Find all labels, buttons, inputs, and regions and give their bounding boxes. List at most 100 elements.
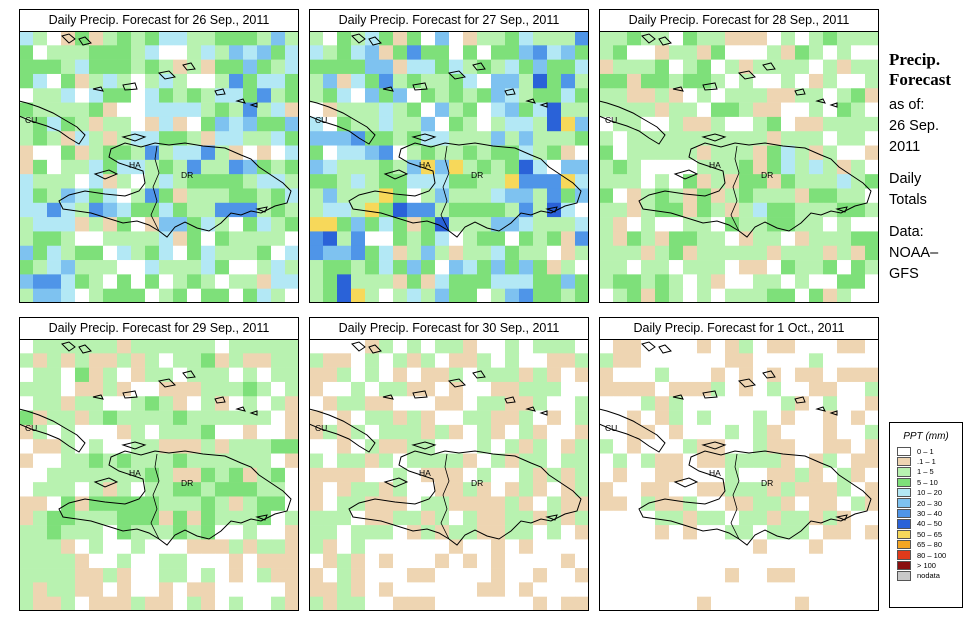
precip-cell — [393, 467, 408, 483]
precip-cell — [365, 568, 380, 583]
island-outline — [382, 86, 394, 92]
precip-cell — [463, 45, 478, 60]
precip-cell — [215, 353, 230, 368]
precip-cell — [505, 582, 520, 597]
precip-cell — [533, 568, 548, 583]
precip-cell — [561, 467, 576, 483]
precip-cell — [477, 102, 492, 118]
precip-cell — [865, 339, 879, 354]
precip-cell — [89, 145, 104, 161]
precip-cell — [795, 73, 810, 89]
precip-cell — [89, 260, 104, 275]
precip-cell — [61, 381, 76, 397]
precip-cell — [505, 381, 520, 397]
precip-cell — [365, 231, 380, 247]
precip-cell — [655, 353, 670, 368]
precip-cell — [669, 59, 684, 75]
precip-cell — [449, 73, 464, 89]
precip-cell — [117, 217, 132, 232]
precip-cell — [561, 339, 576, 354]
precip-cell — [767, 274, 782, 289]
precip-cell — [103, 424, 118, 440]
precip-cell — [435, 145, 450, 161]
precip-cell — [131, 102, 146, 118]
precip-cell — [351, 88, 366, 103]
haiti-dr-border — [150, 453, 160, 540]
precip-cell — [795, 467, 810, 483]
precip-cell — [103, 217, 118, 232]
precip-cell — [75, 116, 90, 132]
precip-cell — [477, 453, 492, 469]
precip-cell — [613, 539, 628, 555]
precip-cell — [505, 231, 520, 247]
precip-cell — [561, 424, 576, 440]
precip-cell — [641, 582, 656, 597]
precip-cell — [351, 453, 366, 469]
precip-cell — [809, 45, 824, 60]
precip-cell — [599, 439, 614, 454]
precip-cell — [477, 596, 492, 611]
precip-cell — [323, 439, 338, 454]
precip-cell — [683, 31, 698, 46]
precip-cell — [491, 424, 506, 440]
precip-cell — [215, 231, 230, 247]
precip-cell — [257, 353, 272, 368]
precip-cell — [117, 45, 132, 60]
precip-cell — [613, 31, 628, 46]
precip-cell — [117, 102, 132, 118]
precip-cell — [505, 288, 520, 303]
precip-cell — [309, 453, 324, 469]
precip-cell — [257, 245, 272, 261]
precip-cell — [285, 59, 299, 75]
precip-cell — [711, 596, 726, 611]
precip-cell — [75, 582, 90, 597]
precip-cell — [781, 88, 796, 103]
precip-cell — [19, 245, 34, 261]
precip-cell — [449, 381, 464, 397]
precip-cell — [309, 131, 324, 146]
precip-cell — [781, 202, 796, 218]
precip-cell — [505, 525, 520, 540]
precip-cell — [739, 396, 754, 411]
precip-cell — [627, 245, 642, 261]
precip-cell — [33, 582, 48, 597]
precip-cell — [575, 59, 589, 75]
precip-cell — [851, 73, 866, 89]
forecast-panel: Daily Precip. Forecast for 30 Sep., 2011… — [309, 317, 589, 611]
precip-cell — [627, 525, 642, 540]
precip-cell — [449, 188, 464, 204]
precip-cell — [711, 217, 726, 232]
precip-cell — [669, 131, 684, 146]
precip-cell — [837, 525, 852, 540]
precip-cell — [753, 73, 768, 89]
precip-cell — [865, 260, 879, 275]
precip-cell — [421, 367, 436, 383]
precip-cell — [365, 467, 380, 483]
precip-cell — [725, 202, 740, 218]
precip-cell — [753, 59, 768, 75]
precip-cell — [641, 116, 656, 132]
country-label: HA — [419, 160, 431, 170]
precip-cell — [145, 539, 160, 555]
hispaniola-coastline — [638, 450, 872, 546]
precip-cell — [449, 582, 464, 597]
precip-cell — [257, 553, 272, 569]
precip-cell — [271, 217, 286, 232]
precip-cell — [19, 439, 34, 454]
precip-cell — [547, 131, 562, 146]
precip-cell — [561, 453, 576, 469]
precip-cell — [271, 145, 286, 161]
precip-cell — [337, 31, 352, 46]
precip-cell — [379, 231, 394, 247]
precip-cell — [533, 453, 548, 469]
precip-cell — [393, 274, 408, 289]
precip-cell — [393, 231, 408, 247]
precip-cell — [145, 453, 160, 469]
precip-cell — [379, 116, 394, 132]
island-outline — [351, 33, 366, 44]
precip-cell — [103, 131, 118, 146]
precip-cell — [285, 202, 299, 218]
precip-cell — [187, 424, 202, 440]
